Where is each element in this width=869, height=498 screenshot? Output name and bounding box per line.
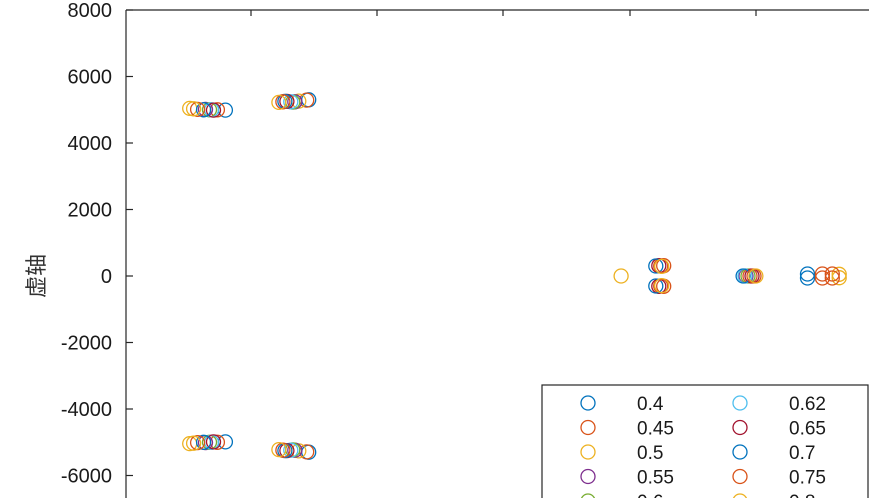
y-tick-label: 2000: [68, 200, 113, 222]
y-axis-title: 虚轴: [25, 254, 50, 298]
legend-marker: [732, 493, 748, 498]
data-point: [205, 434, 222, 450]
legend-marker: [580, 419, 596, 436]
data-point: [814, 270, 831, 286]
y-tick-label: -4000: [61, 399, 112, 421]
legend-marker: [732, 395, 748, 411]
legend-marker: [580, 493, 596, 498]
data-point: [271, 94, 287, 111]
legend-box: [541, 384, 869, 498]
legend-marker: [732, 468, 748, 485]
y-tick-label: 6000: [68, 67, 113, 89]
data-point: [824, 266, 840, 282]
data-point: [271, 441, 287, 458]
legend-marker: [580, 395, 596, 411]
data-point: [814, 266, 831, 282]
y-tick-label: 4000: [68, 133, 113, 155]
y-tick-label: 0: [101, 266, 112, 288]
data-point: [283, 94, 299, 110]
data-point: [195, 102, 212, 118]
data-point: [824, 270, 840, 286]
data-point: [648, 278, 664, 294]
legend-label: 0.65: [789, 419, 826, 440]
axes: [125, 9, 869, 498]
legend-label: 0.8: [789, 492, 815, 498]
data-point: [799, 266, 816, 282]
legend-label: 0.7: [789, 443, 815, 464]
data-point: [799, 270, 816, 286]
data-point: [283, 442, 299, 458]
legend-marker: [580, 468, 596, 485]
legend-label: 0.5: [637, 443, 663, 464]
legend-label: 0.62: [789, 394, 826, 415]
data-point: [654, 277, 670, 294]
y-tick-labels: 8000 6000 4000 2000 0 -2000 -4000 -6000: [61, 0, 133, 488]
legend-label: 0.45: [637, 419, 674, 440]
legend-marker: [732, 444, 748, 460]
data-points: [182, 92, 847, 460]
data-point: [205, 102, 222, 118]
legend[interactable]: 0.4 0.45 0.5 0.55 0.6 0.62 0.65 0.7 0.75 0.8: [541, 384, 869, 498]
legend-label: 0.55: [637, 468, 674, 489]
legend-marker: [580, 444, 596, 460]
data-point: [648, 258, 664, 274]
legend-label: 0.4: [637, 394, 664, 415]
legend-label: 0.6: [637, 492, 663, 498]
data-point: [735, 268, 751, 284]
data-point: [748, 268, 764, 284]
legend-marker: [732, 419, 748, 436]
y-tick-label: -6000: [61, 466, 112, 488]
y-tick-label: 8000: [68, 0, 113, 22]
legend-label: 0.75: [789, 468, 826, 489]
data-point: [185, 101, 202, 117]
data-point: [654, 258, 670, 275]
data-point: [613, 268, 629, 284]
data-point: [195, 434, 212, 450]
data-point: [185, 435, 202, 451]
y-tick-label: -2000: [61, 333, 112, 355]
